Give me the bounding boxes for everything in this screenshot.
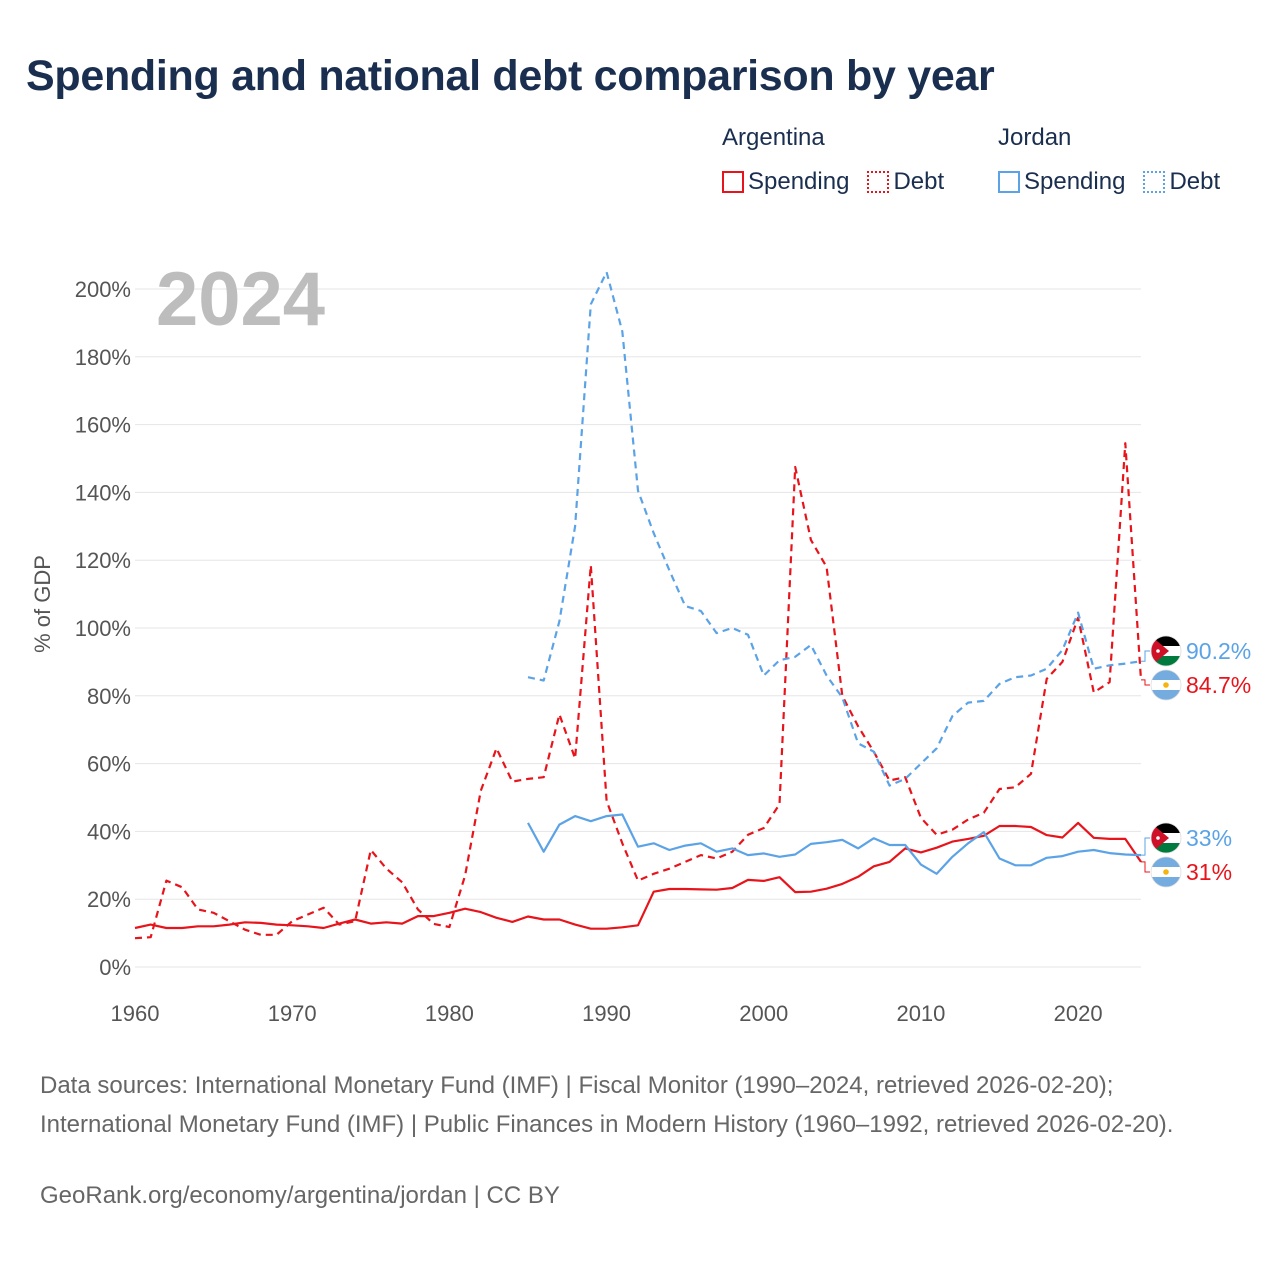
end-label-value: 90.2% — [1186, 638, 1251, 664]
legend-label: Spending — [1024, 168, 1126, 195]
y-tick-label: 160% — [75, 413, 131, 438]
y-tick-label: 200% — [75, 277, 131, 302]
y-tick-label: 60% — [87, 752, 131, 777]
x-tick-label: 2010 — [896, 1001, 945, 1026]
end-label-argentina: 84.7% — [1141, 669, 1251, 701]
y-tick-label: 20% — [87, 887, 131, 912]
data-sources: Data sources: International Monetary Fun… — [40, 1072, 1174, 1138]
y-axis-ticks: 0% 20% 40% 60% 80% 100% 120% 140% 160% 180% 200% — [75, 277, 131, 980]
x-tick-label: 1970 — [268, 1001, 317, 1026]
legend-group-argentina: Argentina Spending Debt — [722, 124, 944, 196]
end-labels: 90.2% 84.7% 33% 31% — [1141, 635, 1251, 888]
x-tick-label: 2020 — [1054, 1001, 1103, 1026]
y-tick-label: 80% — [87, 684, 131, 709]
y-tick-label: 0% — [99, 955, 131, 980]
end-label-connector — [1141, 650, 1150, 662]
legend-item-jordan-debt[interactable]: Debt — [1143, 168, 1220, 196]
legend-swatch-solid — [722, 171, 744, 193]
grid-lines — [135, 288, 1141, 968]
end-label-connector — [1141, 679, 1150, 686]
y-tick-label: 180% — [75, 345, 131, 370]
series-line-argentina-spending[interactable] — [134, 821, 1142, 930]
y-tick-label: 40% — [87, 819, 131, 844]
y-tick-label: 140% — [75, 480, 131, 505]
end-label-jordan: 90.2% — [1141, 635, 1251, 667]
legend-label: Debt — [1169, 168, 1221, 195]
jordan-flag-icon — [1150, 822, 1182, 854]
x-tick-label: 1990 — [582, 1001, 631, 1026]
argentina-flag-icon — [1150, 856, 1182, 888]
end-label-value: 33% — [1186, 825, 1232, 851]
argentina-flag-icon — [1150, 669, 1182, 701]
line-chart: 0% 20% 40% 60% 80% 100% 120% 140% 160% 180% 200% 1… — [30, 257, 1251, 1026]
series-line-jordan-debt[interactable] — [527, 271, 1142, 787]
legend-country-argentina: Argentina — [722, 124, 825, 151]
year-watermark: 2024 — [156, 257, 325, 342]
x-tick-label: 1960 — [111, 1001, 160, 1026]
legend-item-argentina-debt[interactable]: Debt — [867, 168, 944, 196]
end-label-value: 31% — [1186, 859, 1232, 885]
end-label-value: 84.7% — [1186, 672, 1251, 698]
legend-country-jordan: Jordan — [998, 124, 1072, 151]
end-label-connector — [1141, 861, 1150, 873]
legend-item-argentina-spending[interactable]: Spending — [722, 168, 849, 196]
y-tick-label: 100% — [75, 616, 131, 641]
end-label-argentina: 31% — [1141, 856, 1232, 888]
series-layer — [134, 271, 1143, 940]
y-tick-label: 120% — [75, 548, 131, 573]
legend-swatch-solid — [998, 171, 1020, 193]
x-tick-label: 2000 — [739, 1001, 788, 1026]
end-label-jordan: 33% — [1141, 822, 1232, 856]
legend-swatch-dotted — [1143, 171, 1166, 193]
credit-link[interactable]: GeoRank.org/economy/argentina/jordan | C… — [40, 1182, 560, 1209]
jordan-flag-icon — [1150, 635, 1182, 667]
legend-label: Spending — [748, 168, 850, 195]
legend-swatch-dotted — [867, 171, 890, 193]
legend-label: Debt — [893, 168, 945, 195]
x-tick-label: 1980 — [425, 1001, 474, 1026]
y-axis-title: % of GDP — [30, 555, 55, 653]
legend-item-jordan-spending[interactable]: Spending — [998, 168, 1125, 196]
end-label-connector — [1141, 837, 1150, 856]
series-line-argentina-debt[interactable] — [134, 442, 1143, 940]
x-axis-ticks: 1960 1970 1980 1990 2000 2010 2020 — [111, 1001, 1103, 1026]
series-line-jordan-spending[interactable] — [527, 813, 1142, 875]
legend-group-jordan: Jordan Spending Debt — [998, 124, 1220, 196]
chart-title: Spending and national debt comparison by… — [26, 52, 995, 100]
